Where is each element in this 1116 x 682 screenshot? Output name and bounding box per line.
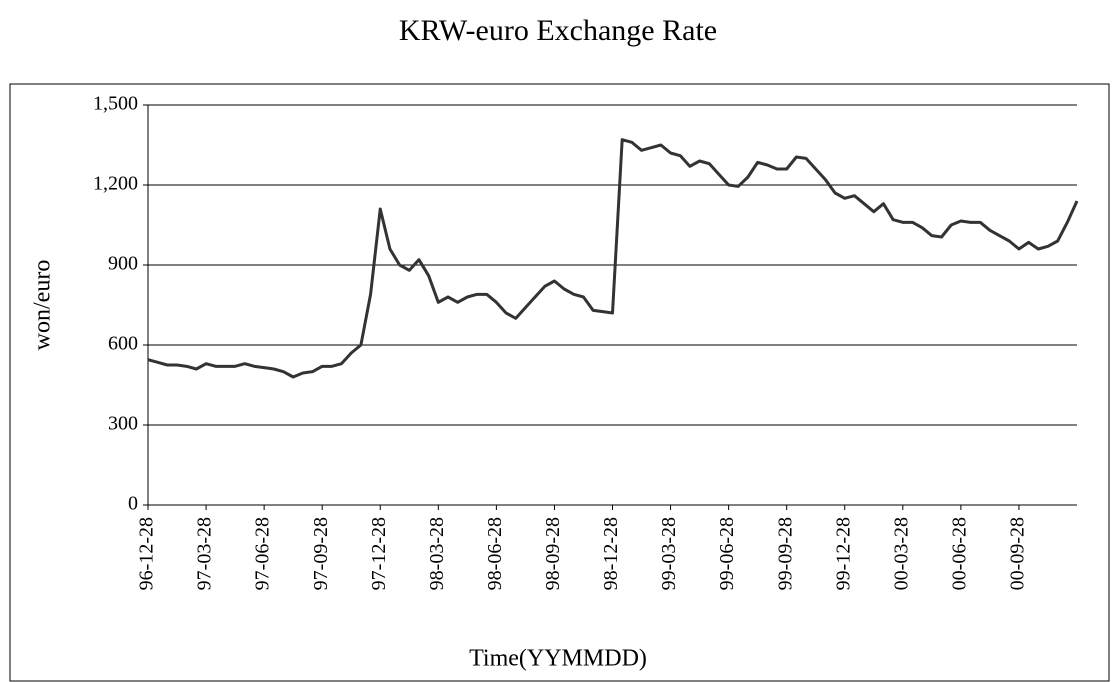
x-tick-label: 00-03-28 <box>890 517 912 590</box>
y-tick-label: 1,500 <box>93 93 138 115</box>
x-tick-label: 97-06-28 <box>252 517 274 590</box>
x-tick-label: 97-09-28 <box>310 517 332 590</box>
y-axis-label: won/euro <box>30 260 56 351</box>
x-tick-label: 98-06-28 <box>484 517 506 590</box>
y-tick-label: 300 <box>108 413 138 435</box>
y-tick-label: 0 <box>128 493 138 515</box>
chart-title: KRW-euro Exchange Rate <box>399 14 717 47</box>
x-tick-label: 99-12-28 <box>832 517 854 590</box>
x-tick-label: 96-12-28 <box>136 517 158 590</box>
x-tick-label: 98-03-28 <box>426 517 448 590</box>
x-tick-label: 99-03-28 <box>658 517 680 590</box>
x-tick-label: 97-12-28 <box>368 517 390 590</box>
x-tick-label: 00-09-28 <box>1007 517 1029 590</box>
x-tick-label: 99-06-28 <box>716 517 738 590</box>
x-tick-label: 98-12-28 <box>600 517 622 590</box>
x-tick-label: 00-06-28 <box>948 517 970 590</box>
x-axis-label: Time(YYMMDD) <box>469 646 647 672</box>
x-tick-label: 98-09-28 <box>542 517 564 590</box>
x-tick-label: 97-03-28 <box>194 517 216 590</box>
x-tick-label: 99-09-28 <box>774 517 796 590</box>
data-line <box>147 138 1079 379</box>
chart-frame <box>9 83 1110 682</box>
y-tick-label: 900 <box>108 253 138 275</box>
y-tick-label: 1,200 <box>93 173 138 195</box>
y-tick-label: 600 <box>108 333 138 355</box>
